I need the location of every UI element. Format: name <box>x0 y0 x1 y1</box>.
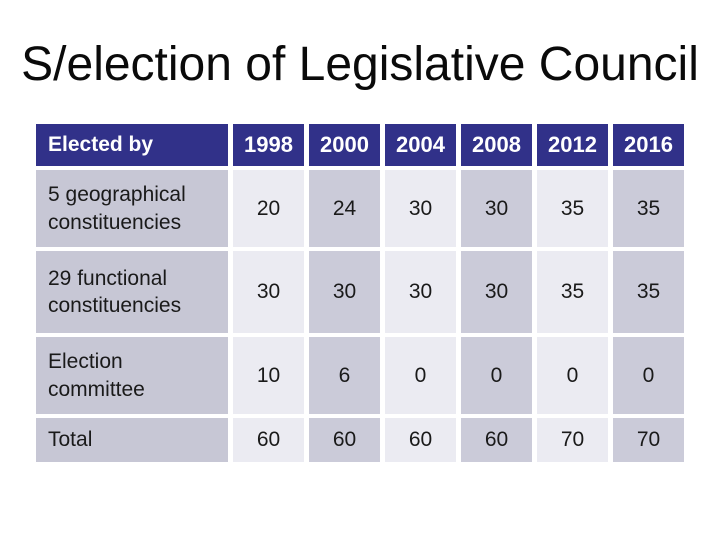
cell-value: 70 <box>537 418 608 462</box>
column-header-2016: 2016 <box>613 124 684 166</box>
cell-value: 35 <box>613 251 684 333</box>
table-row-functional: 29 functional constituencies 30 30 30 30… <box>36 251 684 333</box>
cell-value: 0 <box>613 337 684 414</box>
slide-title: S/election of Legislative Council <box>21 38 699 91</box>
cell-value: 30 <box>385 251 456 333</box>
table-row-geographical: 5 geographical constituencies 20 24 30 3… <box>36 170 684 247</box>
cell-value: 60 <box>233 418 304 462</box>
cell-value: 60 <box>385 418 456 462</box>
cell-value: 30 <box>385 170 456 247</box>
cell-value: 30 <box>233 251 304 333</box>
table-row-total: Total 60 60 60 60 70 70 <box>36 418 684 462</box>
row-label: Election committee <box>36 337 228 414</box>
cell-value: 6 <box>309 337 380 414</box>
cell-value: 0 <box>461 337 532 414</box>
column-header-2008: 2008 <box>461 124 532 166</box>
cell-value: 60 <box>461 418 532 462</box>
cell-value: 30 <box>309 251 380 333</box>
cell-value: 60 <box>309 418 380 462</box>
cell-value: 35 <box>537 251 608 333</box>
cell-value: 35 <box>537 170 608 247</box>
cell-value: 24 <box>309 170 380 247</box>
column-header-1998: 1998 <box>233 124 304 166</box>
cell-value: 30 <box>461 170 532 247</box>
cell-value: 10 <box>233 337 304 414</box>
row-label: 29 functional constituencies <box>36 251 228 333</box>
legislative-council-table: Elected by 1998 2000 2004 2008 2012 2016… <box>31 120 689 466</box>
table-row-election-committee: Election committee 10 6 0 0 0 0 <box>36 337 684 414</box>
cell-value: 0 <box>385 337 456 414</box>
cell-value: 35 <box>613 170 684 247</box>
column-header-2004: 2004 <box>385 124 456 166</box>
column-header-elected-by: Elected by <box>36 124 228 166</box>
table-header-row: Elected by 1998 2000 2004 2008 2012 2016 <box>36 124 684 166</box>
column-header-2012: 2012 <box>537 124 608 166</box>
cell-value: 0 <box>537 337 608 414</box>
cell-value: 70 <box>613 418 684 462</box>
cell-value: 20 <box>233 170 304 247</box>
row-label: 5 geographical constituencies <box>36 170 228 247</box>
row-label: Total <box>36 418 228 462</box>
column-header-2000: 2000 <box>309 124 380 166</box>
cell-value: 30 <box>461 251 532 333</box>
